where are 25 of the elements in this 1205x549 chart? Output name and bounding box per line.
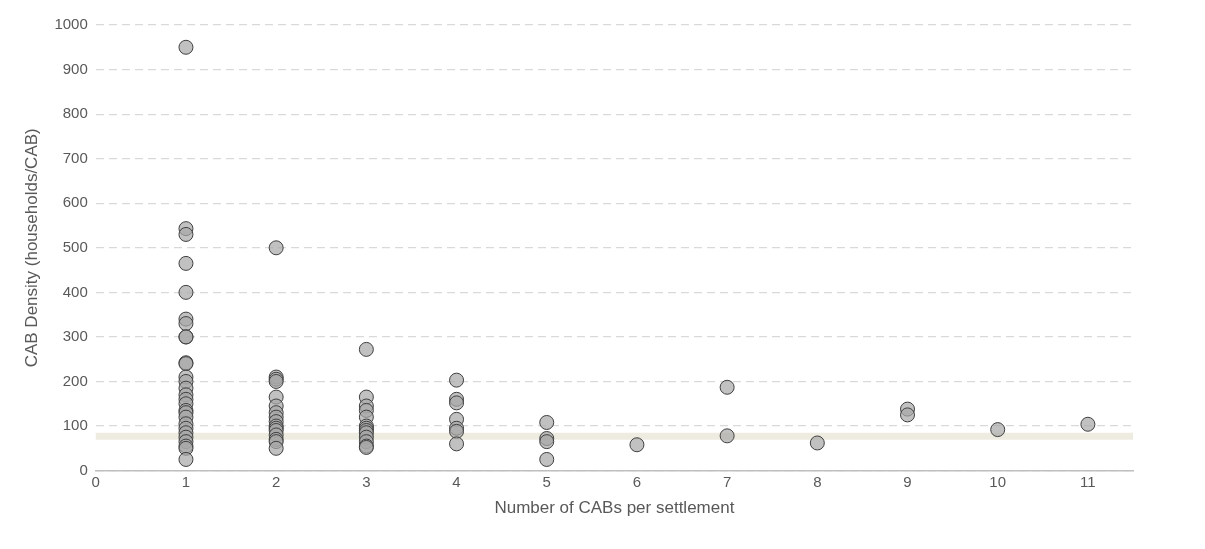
x-tick-label: 1 bbox=[181, 472, 191, 490]
y-tick-label: 300 bbox=[62, 327, 88, 345]
y-tick-label: 900 bbox=[62, 59, 88, 77]
y-tick-label: 1000 bbox=[54, 15, 88, 33]
x-tick-label: 6 bbox=[632, 472, 642, 490]
x-tick-label: 7 bbox=[722, 472, 732, 490]
y-tick-label: 0 bbox=[79, 460, 88, 478]
x-tick-label: 10 bbox=[989, 472, 1007, 490]
y-tick-label: 400 bbox=[62, 282, 88, 300]
x-tick-label: 0 bbox=[91, 472, 100, 490]
y-tick-label: 100 bbox=[62, 416, 88, 434]
x-tick-label: 11 bbox=[1080, 472, 1096, 490]
y-tick-label: 500 bbox=[62, 237, 88, 255]
x-tick-label: 4 bbox=[452, 472, 461, 490]
x-tick-label: 9 bbox=[903, 472, 912, 490]
x-tick-label: 5 bbox=[542, 472, 551, 490]
y-tick-label: 800 bbox=[62, 104, 88, 122]
x-tick-label: 8 bbox=[813, 472, 822, 490]
x-axis-title: Number of CABs per settlement bbox=[494, 498, 735, 518]
y-tick-label: 600 bbox=[62, 193, 88, 211]
x-tick-label: 3 bbox=[362, 472, 371, 490]
y-tick-label: 200 bbox=[62, 371, 88, 389]
y-tick-label: 700 bbox=[62, 148, 88, 166]
y-axis-title: CAB Density (households/CAB) bbox=[21, 128, 41, 368]
x-tick-label: 2 bbox=[271, 472, 281, 490]
